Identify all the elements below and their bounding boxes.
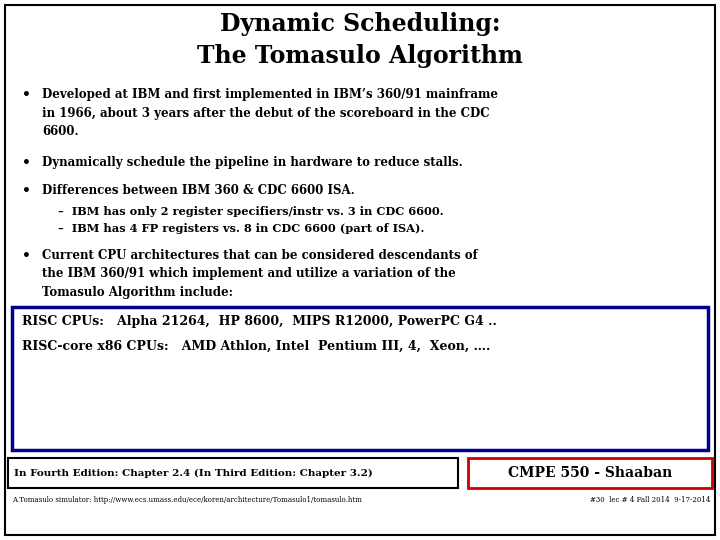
- Text: Current CPU architectures that can be considered descendants of
the IBM 360/91 w: Current CPU architectures that can be co…: [42, 249, 478, 299]
- Text: –  IBM has only 2 register specifiers/instr vs. 3 in CDC 6600.: – IBM has only 2 register specifiers/ins…: [58, 206, 444, 217]
- Text: RISC-core x86 CPUs:   AMD Athlon, Intel  Pentium III, 4,  Xeon, ….: RISC-core x86 CPUs: AMD Athlon, Intel Pe…: [22, 340, 490, 353]
- Text: Dynamically schedule the pipeline in hardware to reduce stalls.: Dynamically schedule the pipeline in har…: [42, 156, 463, 169]
- Text: •: •: [22, 156, 31, 170]
- Text: •: •: [22, 249, 31, 263]
- Text: In Fourth Edition: Chapter 2.4 (In Third Edition: Chapter 3.2): In Fourth Edition: Chapter 2.4 (In Third…: [14, 468, 373, 477]
- Text: The Tomasulo Algorithm: The Tomasulo Algorithm: [197, 44, 523, 68]
- Text: CMPE 550 - Shaaban: CMPE 550 - Shaaban: [508, 466, 672, 480]
- Text: RISC CPUs:   Alpha 21264,  HP 8600,  MIPS R12000, PowerPC G4 ..: RISC CPUs: Alpha 21264, HP 8600, MIPS R1…: [22, 315, 497, 328]
- Text: •: •: [22, 184, 31, 198]
- Bar: [12, 307, 708, 450]
- Text: Developed at IBM and first implemented in IBM’s 360/91 mainframe
in 1966, about : Developed at IBM and first implemented i…: [42, 88, 498, 138]
- Text: #30  lec # 4 Fall 2014  9-17-2014: #30 lec # 4 Fall 2014 9-17-2014: [590, 496, 710, 504]
- Bar: [8, 458, 458, 488]
- Bar: [468, 458, 712, 488]
- Text: –  IBM has 4 FP registers vs. 8 in CDC 6600 (part of ISA).: – IBM has 4 FP registers vs. 8 in CDC 66…: [58, 223, 424, 234]
- Text: •: •: [22, 88, 31, 102]
- Text: A Tomasulo simulator: http://www.ecs.umass.edu/ece/koren/architecture/Tomasulo1/: A Tomasulo simulator: http://www.ecs.uma…: [12, 496, 362, 504]
- Text: Differences between IBM 360 & CDC 6600 ISA.: Differences between IBM 360 & CDC 6600 I…: [42, 184, 355, 197]
- Text: Dynamic Scheduling:: Dynamic Scheduling:: [220, 12, 500, 36]
